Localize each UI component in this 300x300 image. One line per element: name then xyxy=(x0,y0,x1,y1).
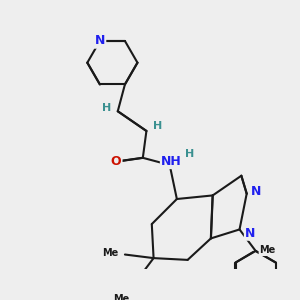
Text: H: H xyxy=(185,149,194,159)
Text: Me: Me xyxy=(113,294,130,300)
Text: N: N xyxy=(250,185,261,198)
Text: NH: NH xyxy=(161,155,182,168)
Text: O: O xyxy=(111,155,121,168)
Text: H: H xyxy=(152,121,162,130)
Text: Me: Me xyxy=(260,245,276,255)
Text: N: N xyxy=(245,226,256,239)
Text: H: H xyxy=(102,103,112,113)
Text: N: N xyxy=(95,34,105,47)
Text: Me: Me xyxy=(103,248,119,258)
